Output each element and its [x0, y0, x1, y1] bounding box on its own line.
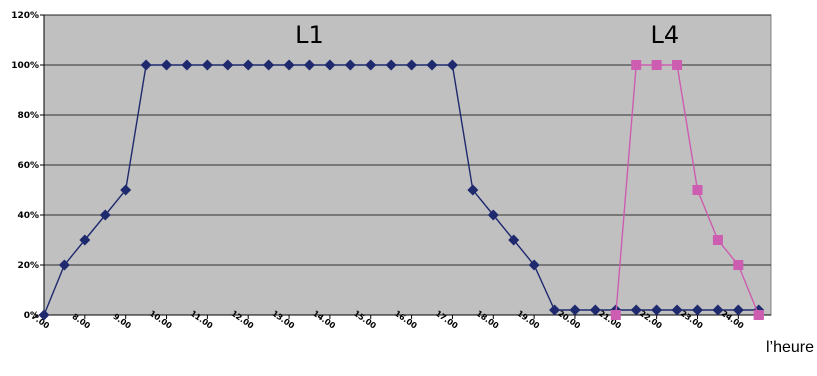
data-point [344, 59, 356, 71]
series-3 [753, 310, 764, 320]
data-point [651, 60, 662, 70]
data-point [324, 59, 336, 71]
data-point [38, 309, 50, 321]
data-point [181, 59, 193, 71]
data-point [549, 304, 561, 316]
data-point [712, 235, 723, 245]
data-point [201, 59, 213, 71]
data-point [691, 304, 703, 316]
data-point [283, 59, 295, 71]
data-point [79, 234, 91, 246]
data-point [446, 59, 458, 71]
y-tick-label: 20% [17, 261, 39, 271]
y-tick-label: 100% [11, 61, 39, 71]
data-point [487, 209, 499, 221]
series-1 [38, 59, 765, 321]
data-point [712, 304, 724, 316]
data-point [58, 259, 70, 271]
data-point [651, 304, 663, 316]
data-point [569, 304, 581, 316]
data-point [303, 59, 315, 71]
data-point [161, 59, 173, 71]
y-tick-label: 60% [17, 161, 39, 171]
data-point [753, 310, 764, 320]
series-group [38, 59, 765, 321]
data-point [120, 184, 132, 196]
annotation-label: L4 [650, 21, 679, 49]
data-point [732, 304, 744, 316]
data-point [631, 60, 642, 70]
data-point [610, 310, 621, 320]
data-point [426, 59, 438, 71]
data-point [671, 304, 683, 316]
y-tick-label: 0% [24, 311, 39, 321]
data-point [365, 59, 377, 71]
data-point [385, 59, 397, 71]
y-tick-label: 40% [17, 211, 39, 221]
data-point [733, 260, 744, 270]
y-tick-label: 120% [11, 11, 39, 21]
data-point [508, 234, 520, 246]
data-point [589, 304, 601, 316]
data-point [406, 59, 418, 71]
data-point [140, 59, 152, 71]
data-point [242, 59, 254, 71]
data-point [467, 184, 479, 196]
data-point [672, 60, 683, 70]
data-point [630, 304, 642, 316]
y-axis: 0% 20% 40% 60% 80% 100% 120% [11, 11, 45, 321]
data-point [99, 209, 111, 221]
data-point [528, 259, 540, 271]
data-point [222, 59, 234, 71]
annotations: L1 L4 [295, 21, 679, 49]
x-axis-label: l’heure [766, 339, 814, 356]
y-tick-label: 80% [17, 111, 39, 121]
data-point [263, 59, 275, 71]
annotation-label: L1 [295, 21, 324, 49]
data-point [692, 185, 703, 195]
